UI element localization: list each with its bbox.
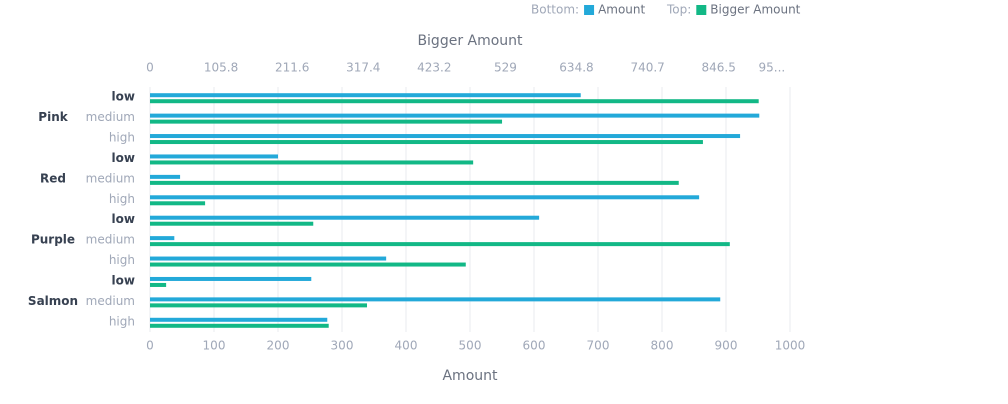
category-label: high [109, 131, 135, 145]
category-label: high [109, 192, 135, 206]
bar [150, 180, 679, 185]
bar [150, 297, 721, 302]
bar [150, 119, 503, 124]
legend-prefix: Top: [666, 3, 691, 17]
x-tick-label: 800 [651, 339, 674, 353]
x-tick-label: 100 [203, 339, 226, 353]
category-label: medium [86, 171, 135, 185]
bar [150, 195, 700, 200]
x2-axis-title: Bigger Amount [417, 33, 523, 49]
bar [150, 303, 368, 308]
bar [150, 262, 466, 267]
x-tick-label: 500 [459, 339, 482, 353]
bar [150, 134, 741, 139]
x2-tick-label: 211.6 [275, 61, 309, 75]
bar [150, 221, 314, 226]
group-label: Salmon [28, 294, 78, 308]
bar [150, 174, 181, 179]
x2-tick-label: 740.7 [630, 61, 664, 75]
bar [150, 236, 175, 241]
bar [150, 160, 474, 165]
legend-name: Bigger Amount [710, 3, 800, 17]
x-tick-label: 300 [331, 339, 354, 353]
category-label: medium [86, 233, 135, 247]
x-tick-label: 600 [523, 339, 546, 353]
legend-swatch [584, 5, 595, 15]
group-label: Red [40, 171, 66, 185]
bar [150, 323, 329, 328]
bar [150, 93, 581, 98]
x2-tick-label: 95... [759, 61, 786, 75]
bar [150, 317, 328, 322]
bar [150, 140, 703, 145]
bar [150, 154, 278, 159]
x2-tick-label: 317.4 [346, 61, 380, 75]
legend-swatch [696, 5, 707, 15]
category-label: low [112, 151, 135, 165]
legend-name: Amount [598, 3, 645, 17]
bar [150, 242, 730, 247]
category-label: medium [86, 294, 135, 308]
x2-tick-label: 0 [146, 61, 154, 75]
bar [150, 113, 760, 118]
x-axis-title: Amount [442, 368, 498, 384]
bar [150, 256, 387, 261]
x-tick-label: 900 [715, 339, 738, 353]
category-label: high [109, 253, 135, 267]
category-label: high [109, 314, 135, 328]
category-label: low [112, 273, 135, 287]
x-tick-label: 700 [587, 339, 610, 353]
group-label: Pink [38, 110, 68, 124]
bar [150, 215, 540, 220]
x2-tick-label: 846.5 [702, 61, 736, 75]
category-label: low [112, 90, 135, 104]
group-label: Purple [31, 233, 75, 247]
bar [150, 276, 312, 281]
x-tick-label: 400 [395, 339, 418, 353]
bar [150, 99, 759, 104]
category-label: low [112, 212, 135, 226]
x2-tick-label: 423.2 [417, 61, 451, 75]
bar [150, 201, 206, 206]
bar [150, 282, 167, 287]
x2-tick-label: 634.8 [559, 61, 593, 75]
x-tick-label: 200 [267, 339, 290, 353]
category-label: medium [86, 110, 135, 124]
x-tick-label: 0 [146, 339, 154, 353]
x-tick-label: 1000 [775, 339, 806, 353]
legend-prefix: Bottom: [531, 3, 579, 17]
x2-tick-label: 105.8 [204, 61, 238, 75]
x2-tick-label: 529 [494, 61, 517, 75]
